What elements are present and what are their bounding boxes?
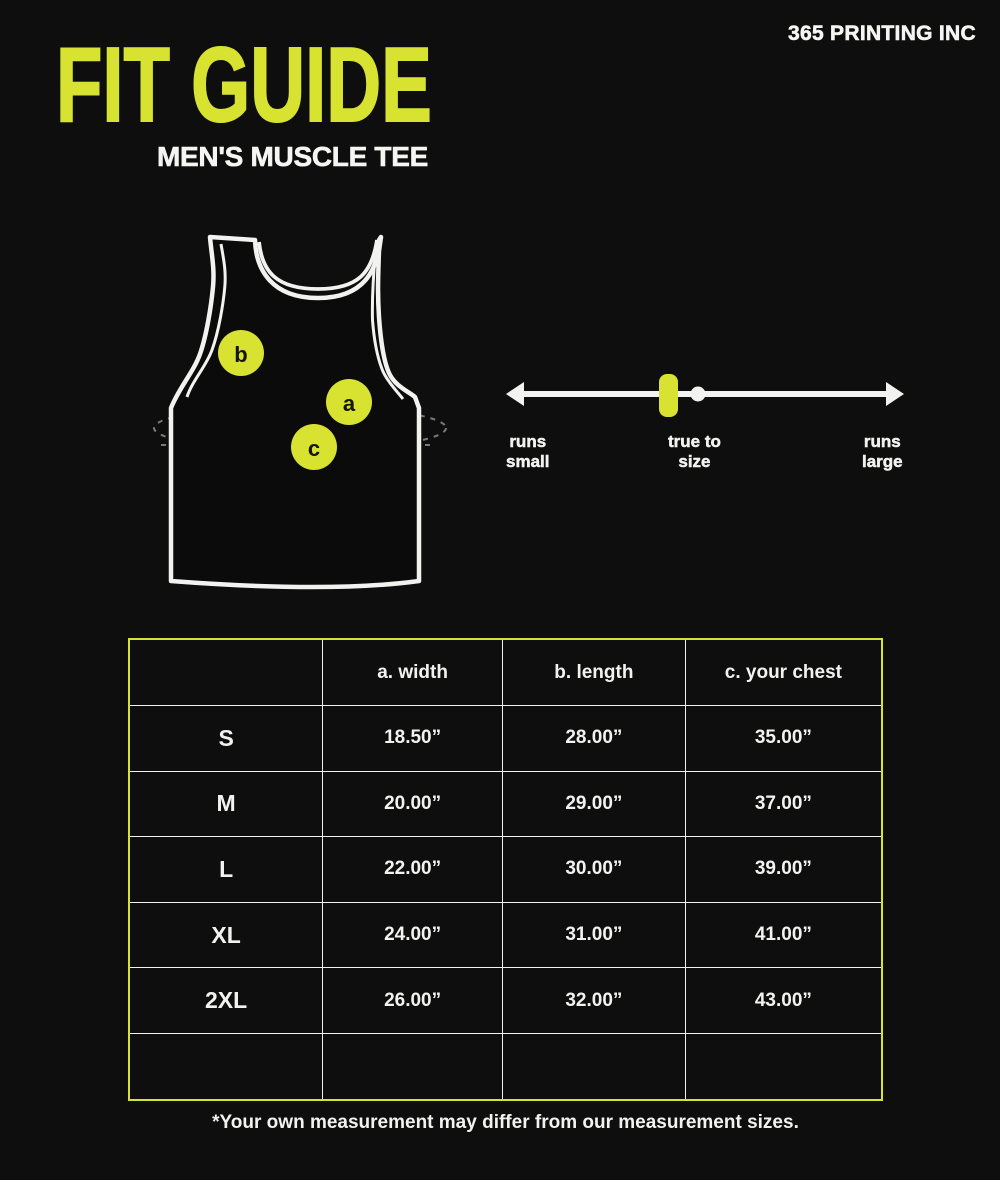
svg-text:a: a (343, 391, 356, 416)
svg-text:b: b (234, 342, 247, 367)
